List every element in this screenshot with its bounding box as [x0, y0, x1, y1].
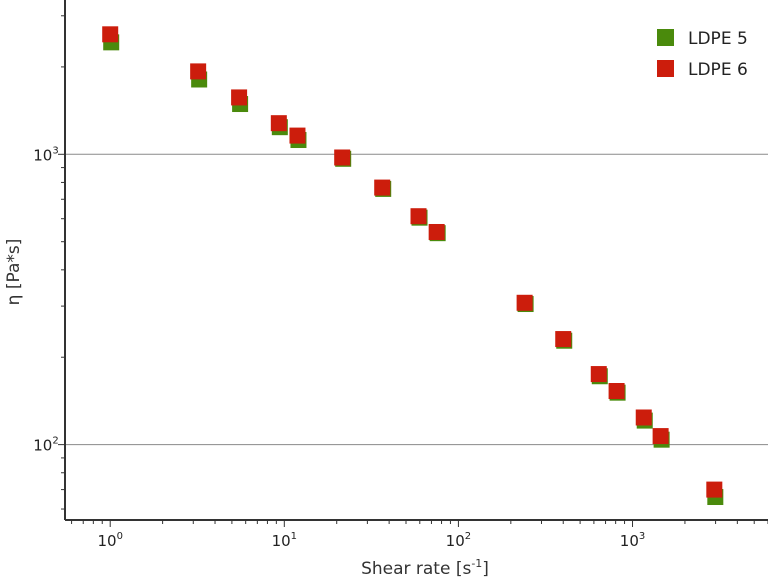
x-tick-label-2: 102 — [446, 531, 471, 550]
data-point — [608, 383, 625, 400]
gridlines — [65, 153, 768, 446]
data-point — [410, 208, 427, 225]
x-axis-label: Shear rate [s-1] — [361, 557, 489, 579]
series-1 — [102, 26, 723, 498]
data-point — [374, 179, 391, 196]
data-point — [231, 89, 248, 106]
x-tick-label-0: 100 — [97, 531, 122, 550]
legend-swatch-1 — [657, 60, 674, 77]
legend-label-0: LDPE 5 — [688, 29, 748, 49]
data-point — [334, 149, 351, 166]
y-tick-label-0: 102 — [33, 436, 58, 455]
x-tick-label-3: 103 — [620, 531, 645, 550]
legend-swatch-0 — [657, 29, 674, 46]
x-tick-label-1: 101 — [272, 531, 297, 550]
y-axis-label: η [Pa*s] — [4, 239, 24, 306]
data-points — [102, 26, 724, 506]
x-axis-label-exponent: -1 — [471, 557, 482, 570]
x-ticks: 100 101 102 103 — [71, 520, 768, 550]
y-tick-label-1: 103 — [33, 145, 58, 164]
data-point — [706, 481, 723, 498]
y-ticks: 102 103 — [33, 15, 65, 510]
axes — [64, 0, 768, 521]
legend-label-1: LDPE 6 — [688, 60, 748, 80]
data-point — [516, 294, 533, 311]
data-point — [102, 26, 119, 43]
data-point — [270, 115, 287, 132]
legend: LDPE 5 LDPE 6 — [657, 29, 748, 80]
data-point — [190, 63, 207, 80]
data-point — [635, 409, 652, 426]
data-point — [590, 366, 607, 383]
data-point — [289, 127, 306, 144]
data-point — [428, 223, 445, 240]
data-point — [555, 331, 572, 348]
data-point — [652, 428, 669, 445]
